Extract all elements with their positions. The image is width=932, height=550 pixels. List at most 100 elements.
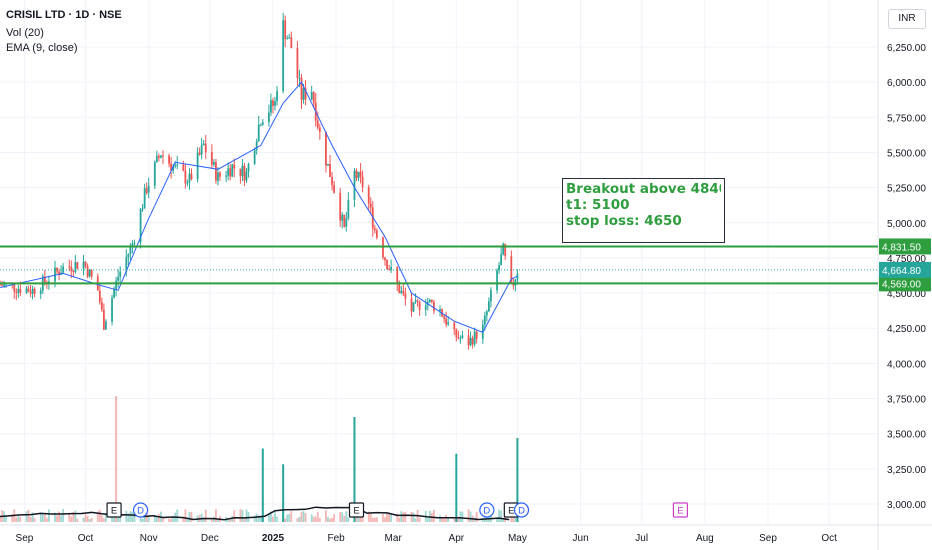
candle-body bbox=[276, 91, 278, 102]
candle bbox=[17, 284, 20, 298]
volume-bar bbox=[316, 511, 319, 522]
candle-body bbox=[331, 176, 333, 186]
candle-body bbox=[424, 305, 427, 310]
volume-bar bbox=[243, 518, 246, 522]
candle bbox=[386, 258, 388, 270]
candle-body bbox=[490, 290, 492, 302]
candle-body bbox=[147, 185, 150, 193]
x-tick-label: Apr bbox=[449, 533, 465, 544]
x-axis: Sep Oct Nov Dec 2025 Feb Mar Apr May Jun Jul Aug Sep… bbox=[16, 533, 838, 544]
candle bbox=[82, 254, 85, 276]
candle-body bbox=[433, 302, 435, 311]
candle bbox=[357, 171, 360, 182]
candle-body bbox=[145, 188, 148, 193]
candle bbox=[259, 123, 262, 127]
volume-bar bbox=[19, 516, 22, 522]
candle-body bbox=[239, 168, 242, 177]
y-tick-label: 5,750.00 bbox=[887, 113, 926, 124]
earnings-marker[interactable]: E bbox=[672, 502, 688, 518]
candle-body bbox=[327, 163, 329, 166]
candle bbox=[172, 163, 175, 174]
volume-bar bbox=[131, 511, 134, 522]
candle-body bbox=[233, 164, 236, 169]
candle bbox=[13, 283, 16, 299]
candle bbox=[157, 153, 160, 162]
candle bbox=[390, 259, 393, 273]
volume-bar bbox=[70, 516, 73, 522]
candle bbox=[284, 15, 287, 48]
candle-body bbox=[268, 112, 270, 123]
candle-body bbox=[225, 175, 228, 177]
volume-bar bbox=[139, 517, 142, 522]
candle bbox=[96, 273, 99, 291]
candle bbox=[202, 139, 205, 146]
candle-body bbox=[329, 163, 331, 177]
candle bbox=[483, 311, 486, 331]
candle-body bbox=[318, 127, 321, 132]
candle-body bbox=[243, 165, 246, 181]
candle-body bbox=[200, 144, 203, 155]
volume-bar bbox=[412, 512, 415, 522]
volume-bar bbox=[117, 514, 120, 522]
dividend-marker[interactable]: D bbox=[513, 502, 530, 518]
candle-body bbox=[461, 335, 464, 339]
volume-bar bbox=[215, 509, 217, 522]
x-tick-label: Oct bbox=[821, 533, 837, 544]
volume-bar bbox=[98, 509, 101, 522]
candle-body bbox=[0, 284, 1, 286]
volume-bar bbox=[496, 517, 498, 522]
y-tick-label: 5,250.00 bbox=[887, 184, 926, 195]
candle bbox=[428, 298, 431, 303]
currency-button[interactable]: INR bbox=[888, 9, 926, 29]
candle bbox=[459, 335, 462, 344]
candle bbox=[227, 162, 230, 181]
volume-bar bbox=[143, 515, 146, 522]
candle bbox=[84, 261, 87, 269]
ticker-title[interactable]: CRISIL LTD · 1D · NSE bbox=[6, 9, 122, 21]
candle-body bbox=[443, 316, 445, 319]
volume-bar bbox=[272, 516, 274, 522]
candle bbox=[282, 12, 285, 94]
candle-body bbox=[357, 171, 360, 179]
y-tick-label: 3,250.00 bbox=[887, 465, 926, 476]
candle-body bbox=[184, 170, 187, 184]
candle-body bbox=[412, 302, 415, 312]
volume-bar bbox=[0, 516, 1, 522]
note-line-breakout: Breakout above 4840 clos bbox=[566, 181, 721, 197]
dividend-marker[interactable]: D bbox=[132, 502, 149, 518]
candle bbox=[200, 137, 203, 160]
candle bbox=[467, 328, 470, 350]
x-tick-label: Aug bbox=[696, 533, 714, 544]
candle bbox=[117, 269, 120, 288]
volume-bar bbox=[100, 515, 103, 522]
dividend-marker[interactable]: D bbox=[479, 502, 495, 518]
candle-body bbox=[259, 124, 262, 126]
candle bbox=[76, 261, 79, 270]
earnings-marker[interactable]: E bbox=[106, 502, 122, 518]
earnings-marker[interactable]: E bbox=[348, 502, 365, 518]
candle-body bbox=[402, 290, 405, 294]
candle-body bbox=[488, 301, 490, 312]
volume-bar bbox=[62, 509, 65, 522]
volume-bar bbox=[469, 511, 472, 522]
event-label: D bbox=[483, 506, 490, 517]
volume-bar bbox=[72, 512, 75, 522]
ema-indicator-label[interactable]: EMA (9, close) bbox=[6, 42, 78, 54]
volume-bar bbox=[345, 511, 348, 522]
candle bbox=[341, 212, 344, 229]
candle-body bbox=[498, 265, 500, 271]
candle-body bbox=[188, 173, 191, 183]
candle bbox=[345, 212, 348, 232]
volume-spike bbox=[353, 417, 356, 522]
last-price-label: 4,664.80 bbox=[882, 266, 921, 277]
volume-indicator-label[interactable]: Vol (20) bbox=[6, 27, 44, 39]
grid bbox=[0, 0, 878, 525]
candle-body bbox=[155, 155, 158, 163]
trade-note[interactable]: Breakout above 4840 clos t1: 5100 stop l… bbox=[562, 178, 725, 243]
candle bbox=[86, 263, 89, 279]
candle bbox=[217, 167, 219, 186]
volume-bar bbox=[404, 511, 407, 522]
volume-bar bbox=[56, 515, 58, 522]
